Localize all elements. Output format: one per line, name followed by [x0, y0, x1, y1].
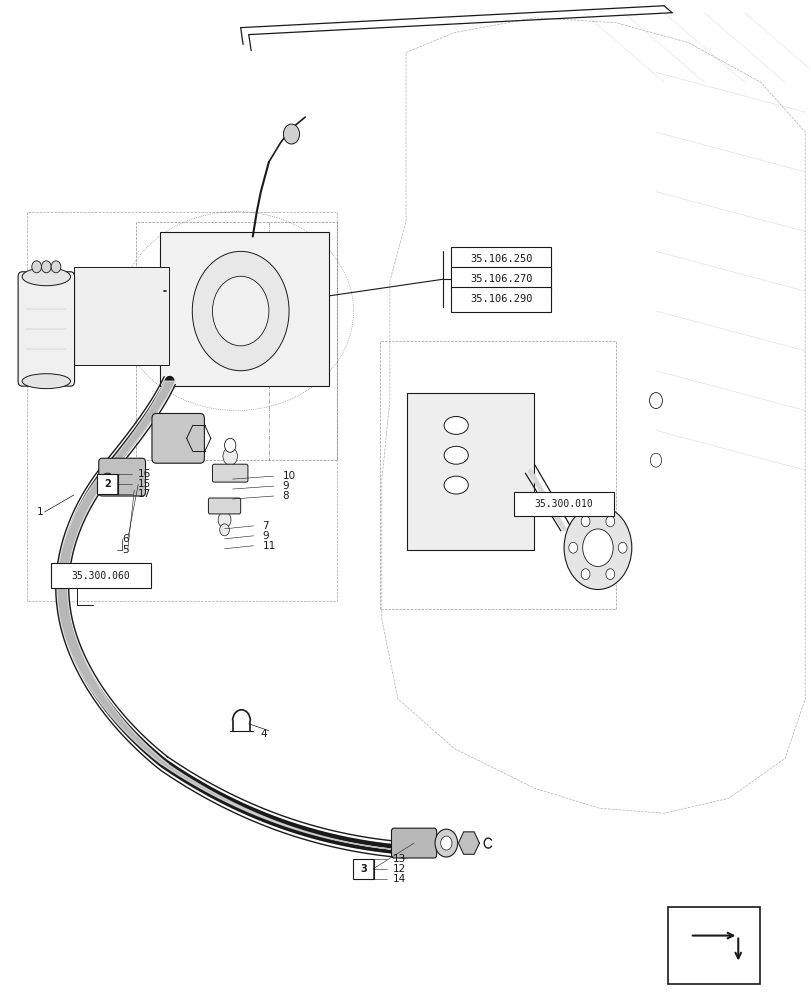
- Text: 2: 2: [104, 479, 111, 489]
- Text: 13: 13: [393, 854, 406, 864]
- Ellipse shape: [444, 476, 468, 494]
- FancyBboxPatch shape: [513, 492, 613, 516]
- Text: 35.106.270: 35.106.270: [470, 274, 532, 284]
- Circle shape: [568, 542, 577, 553]
- Circle shape: [225, 438, 235, 452]
- Text: 8: 8: [282, 491, 289, 501]
- Text: 35.300.010: 35.300.010: [534, 499, 593, 509]
- Ellipse shape: [444, 416, 468, 434]
- Circle shape: [218, 512, 230, 528]
- Text: 4: 4: [260, 729, 267, 739]
- Circle shape: [101, 473, 114, 491]
- Circle shape: [617, 542, 626, 553]
- Circle shape: [564, 506, 631, 589]
- Text: 9: 9: [262, 531, 268, 541]
- Circle shape: [582, 529, 612, 567]
- Text: 16: 16: [137, 469, 151, 479]
- Text: 35.106.290: 35.106.290: [470, 294, 532, 304]
- Circle shape: [605, 569, 614, 580]
- FancyBboxPatch shape: [152, 413, 204, 463]
- FancyBboxPatch shape: [391, 828, 436, 858]
- FancyBboxPatch shape: [451, 267, 551, 292]
- FancyBboxPatch shape: [208, 498, 240, 514]
- FancyBboxPatch shape: [99, 458, 145, 496]
- Circle shape: [32, 261, 41, 273]
- Circle shape: [650, 453, 661, 467]
- Polygon shape: [458, 832, 478, 854]
- Text: 35.300.060: 35.300.060: [71, 571, 131, 581]
- Text: 6: 6: [122, 534, 129, 544]
- Circle shape: [51, 261, 61, 273]
- Circle shape: [220, 524, 229, 536]
- Circle shape: [605, 516, 614, 527]
- FancyBboxPatch shape: [74, 267, 169, 365]
- FancyBboxPatch shape: [160, 232, 329, 386]
- Circle shape: [649, 393, 662, 409]
- Circle shape: [440, 836, 452, 850]
- Text: 15: 15: [137, 479, 151, 489]
- Ellipse shape: [22, 374, 71, 389]
- FancyBboxPatch shape: [97, 474, 118, 494]
- Text: 7: 7: [262, 521, 268, 531]
- Text: 14: 14: [393, 874, 406, 884]
- Text: 10: 10: [282, 471, 295, 481]
- Text: 12: 12: [393, 864, 406, 874]
- Text: 9: 9: [282, 481, 289, 491]
- FancyBboxPatch shape: [667, 907, 759, 984]
- Text: 5: 5: [122, 545, 129, 555]
- Circle shape: [581, 569, 590, 580]
- Ellipse shape: [22, 268, 71, 286]
- Circle shape: [223, 447, 237, 465]
- Ellipse shape: [444, 446, 468, 464]
- Circle shape: [41, 261, 51, 273]
- FancyBboxPatch shape: [352, 859, 373, 879]
- Text: 3: 3: [359, 864, 367, 874]
- Text: 11: 11: [262, 541, 276, 551]
- FancyBboxPatch shape: [51, 563, 151, 588]
- FancyBboxPatch shape: [451, 247, 551, 272]
- Circle shape: [192, 251, 289, 371]
- Text: 17: 17: [137, 489, 151, 499]
- FancyBboxPatch shape: [406, 393, 534, 550]
- Circle shape: [212, 276, 268, 346]
- FancyBboxPatch shape: [18, 272, 75, 386]
- Circle shape: [435, 829, 457, 857]
- Text: 35.106.250: 35.106.250: [470, 254, 532, 264]
- FancyBboxPatch shape: [212, 464, 247, 482]
- Circle shape: [581, 516, 590, 527]
- Circle shape: [283, 124, 299, 144]
- Text: 1: 1: [36, 507, 43, 517]
- FancyBboxPatch shape: [451, 287, 551, 312]
